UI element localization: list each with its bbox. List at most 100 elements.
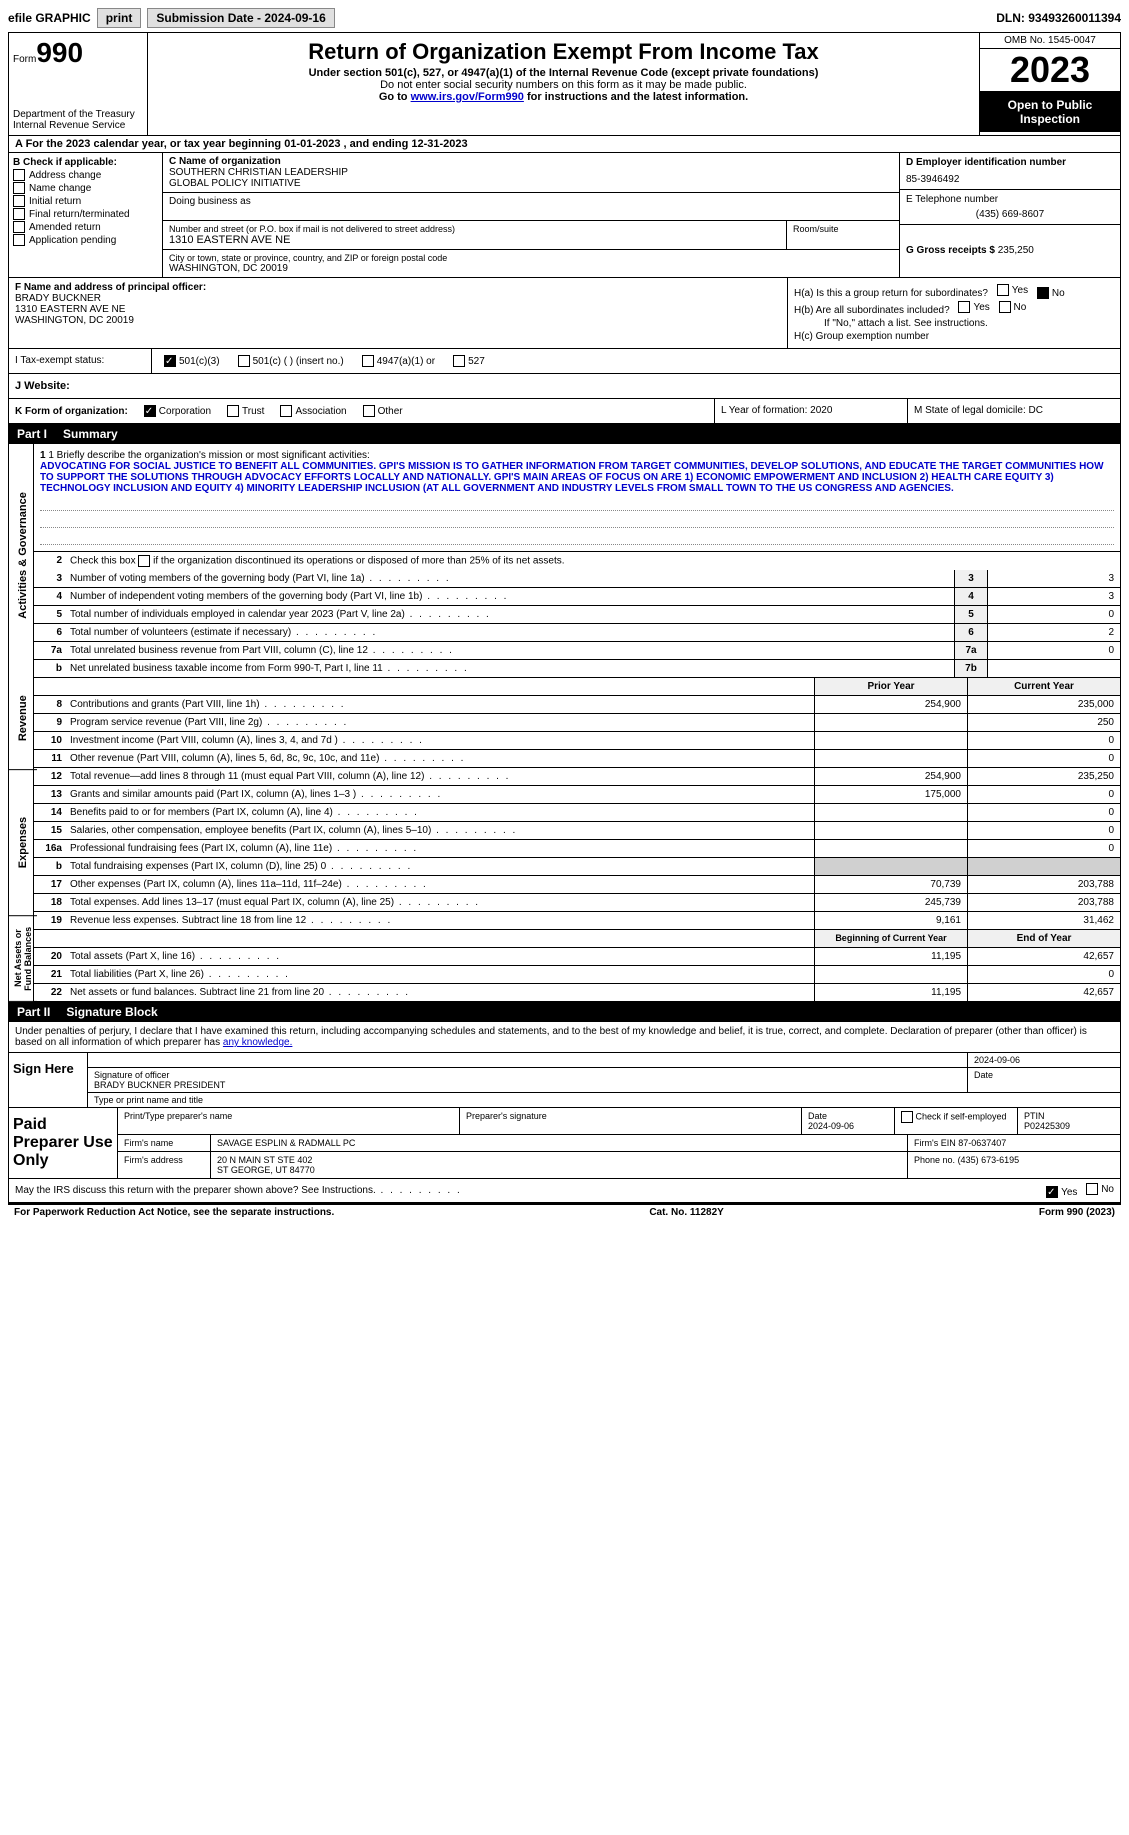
financial-row: 14Benefits paid to or for members (Part …	[34, 804, 1120, 822]
gross-receipts-value: 235,250	[998, 245, 1034, 256]
side-revenue: Revenue	[9, 667, 37, 770]
side-labels: Activities & Governance Revenue Expenses…	[9, 444, 34, 1002]
street-address: 1310 EASTERN AVE NE	[169, 234, 780, 246]
financial-row: 15Salaries, other compensation, employee…	[34, 822, 1120, 840]
tax-status-row: I Tax-exempt status: ✓ 501(c)(3) 501(c) …	[9, 349, 1120, 374]
submission-date-button[interactable]: Submission Date - 2024-09-16	[147, 8, 334, 28]
org-name: SOUTHERN CHRISTIAN LEADERSHIP GLOBAL POL…	[169, 167, 893, 189]
part-2-header: Part II Signature Block	[9, 1002, 1120, 1022]
discuss-no[interactable]: No	[1086, 1183, 1114, 1195]
chk-527[interactable]: 527	[453, 355, 485, 367]
gross-receipts-cell: G Gross receipts $ 235,250	[900, 225, 1120, 260]
cat-no: Cat. No. 11282Y	[649, 1207, 723, 1218]
chk-name-change[interactable]: Name change	[13, 182, 158, 194]
financial-row: 19Revenue less expenses. Subtract line 1…	[34, 912, 1120, 930]
ssn-note: Do not enter social security numbers on …	[156, 79, 971, 91]
line-2: 2 Check this box Check this box if the o…	[34, 552, 1120, 570]
side-activities: Activities & Governance	[9, 444, 37, 667]
mission-text: ADVOCATING FOR SOCIAL JUSTICE TO BENEFIT…	[40, 461, 1114, 494]
top-bar: efile GRAPHIC print Submission Date - 20…	[8, 8, 1121, 28]
city-state-zip: WASHINGTON, DC 20019	[169, 263, 893, 274]
efile-label: efile GRAPHIC	[8, 11, 91, 25]
net-header-row: Beginning of Current Year End of Year	[34, 930, 1120, 948]
section-b-c-d: B Check if applicable: Address change Na…	[9, 153, 1120, 278]
summary-row: bNet unrelated business taxable income f…	[34, 660, 1120, 678]
k-l-m-row: K Form of organization: ✓ Corporation Tr…	[9, 399, 1120, 424]
open-to-public: Open to Public Inspection	[980, 92, 1120, 132]
financial-row: 13Grants and similar amounts paid (Part …	[34, 786, 1120, 804]
financial-row: 21Total liabilities (Part X, line 26)0	[34, 966, 1120, 984]
form-subtitle: Under section 501(c), 527, or 4947(a)(1)…	[156, 67, 971, 79]
sig-intro: Under penalties of perjury, I declare th…	[9, 1022, 1120, 1052]
section-h: H(a) Is this a group return for subordin…	[788, 278, 1120, 348]
irs-link[interactable]: www.irs.gov/Form990	[411, 91, 524, 103]
chk-final-return[interactable]: Final return/terminated	[13, 208, 158, 220]
financial-row: 12Total revenue—add lines 8 through 11 (…	[34, 768, 1120, 786]
header-right: OMB No. 1545-0047 2023 Open to Public In…	[979, 33, 1120, 135]
paid-preparer-label: Paid Preparer Use Only	[9, 1108, 118, 1178]
tax-year: 2023	[980, 49, 1120, 92]
summary-row: 3Number of voting members of the governi…	[34, 570, 1120, 588]
financial-row: bTotal fundraising expenses (Part IX, co…	[34, 858, 1120, 876]
org-name-cell: C Name of organization SOUTHERN CHRISTIA…	[163, 153, 899, 193]
any-knowledge-link[interactable]: any knowledge.	[223, 1037, 293, 1048]
goto-line: Go to www.irs.gov/Form990 for instructio…	[156, 91, 971, 103]
financial-row: 11Other revenue (Part VIII, column (A), …	[34, 750, 1120, 768]
prep-date: 2024-09-06	[808, 1121, 888, 1131]
ein-value: 85-3946492	[906, 174, 1114, 185]
city-cell: City or town, state or province, country…	[163, 250, 899, 277]
mission-block: 1 1 Briefly describe the organization's …	[34, 444, 1120, 552]
summary-row: 6Total number of volunteers (estimate if…	[34, 624, 1120, 642]
principal-officer: F Name and address of principal officer:…	[9, 278, 788, 348]
summary-row: 4Number of independent voting members of…	[34, 588, 1120, 606]
financial-row: 18Total expenses. Add lines 13–17 (must …	[34, 894, 1120, 912]
check-icon: ✓	[1037, 287, 1049, 299]
chk-amended-return[interactable]: Amended return	[13, 221, 158, 233]
firm-addr1: 20 N MAIN ST STE 402	[217, 1155, 901, 1165]
chk-501c3[interactable]: ✓ 501(c)(3)	[164, 355, 220, 367]
page-footer: For Paperwork Reduction Act Notice, see …	[8, 1203, 1121, 1220]
row-a-tax-year: A For the 2023 calendar year, or tax yea…	[9, 136, 1120, 153]
form-header: Form990 Department of the Treasury Inter…	[9, 33, 1120, 136]
dba-cell: Doing business as	[163, 193, 899, 221]
firm-ein: 87-0637407	[958, 1138, 1006, 1148]
form-ref: Form 990 (2023)	[1039, 1207, 1115, 1218]
chk-other[interactable]: Other	[363, 405, 403, 417]
h-a: H(a) Is this a group return for subordin…	[794, 284, 1114, 299]
officer-signature: BRADY BUCKNER PRESIDENT	[94, 1080, 961, 1090]
sign-here-table: Sign Here 2024-09-06 Signature of office…	[9, 1052, 1120, 1107]
firm-phone: (435) 673-6195	[958, 1155, 1020, 1165]
summary-row: 5Total number of individuals employed in…	[34, 606, 1120, 624]
financial-row: 16aProfessional fundraising fees (Part I…	[34, 840, 1120, 858]
room-suite: Room/suite	[787, 221, 899, 249]
financial-row: 20Total assets (Part X, line 16)11,19542…	[34, 948, 1120, 966]
sign-here-label: Sign Here	[9, 1053, 88, 1107]
fin-header-row: Prior Year Current Year	[34, 678, 1120, 696]
dept-label: Department of the Treasury Internal Reve…	[13, 109, 143, 131]
website-row: J Website:	[9, 374, 1120, 399]
col-d-e-g: D Employer identification number 85-3946…	[899, 153, 1120, 277]
financial-row: 8Contributions and grants (Part VIII, li…	[34, 696, 1120, 714]
paperwork-notice: For Paperwork Reduction Act Notice, see …	[14, 1207, 334, 1218]
col-b: B Check if applicable: Address change Na…	[9, 153, 163, 277]
financial-row: 10Investment income (Part VIII, column (…	[34, 732, 1120, 750]
chk-application-pending[interactable]: Application pending	[13, 234, 158, 246]
form-990: Form990 Department of the Treasury Inter…	[8, 32, 1121, 1203]
chk-4947[interactable]: 4947(a)(1) or	[362, 355, 435, 367]
officer-name: BRADY BUCKNER	[15, 293, 781, 304]
chk-association[interactable]: Association	[280, 405, 346, 417]
chk-corporation[interactable]: ✓ Corporation	[144, 405, 211, 417]
signature-block: Under penalties of perjury, I declare th…	[9, 1022, 1120, 1202]
state-domicile: M State of legal domicile: DC	[907, 399, 1120, 423]
side-net: Net Assets or Fund Balances	[9, 916, 37, 1002]
omb-number: OMB No. 1545-0047	[980, 33, 1120, 49]
form-prefix: Form	[13, 54, 36, 65]
chk-address-change[interactable]: Address change	[13, 169, 158, 181]
form-number: 990	[36, 37, 83, 68]
chk-initial-return[interactable]: Initial return	[13, 195, 158, 207]
discuss-yes[interactable]: ✓Yes	[1046, 1186, 1077, 1198]
firm-addr2: ST GEORGE, UT 84770	[217, 1165, 901, 1175]
chk-501c[interactable]: 501(c) ( ) (insert no.)	[238, 355, 344, 367]
print-button[interactable]: print	[97, 8, 142, 28]
chk-trust[interactable]: Trust	[227, 405, 264, 417]
